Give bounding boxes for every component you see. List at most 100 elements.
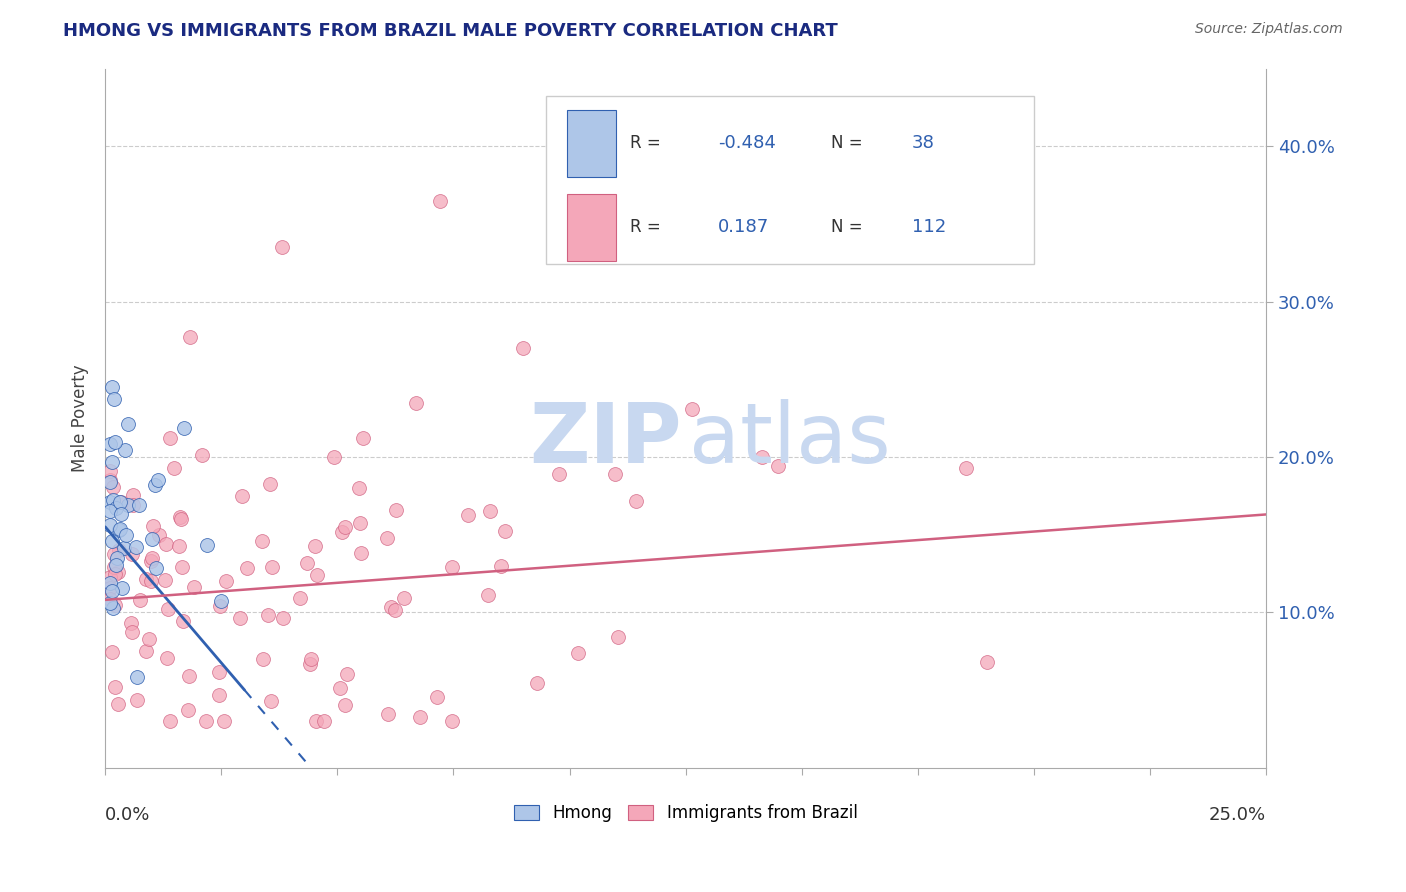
Text: 112: 112 xyxy=(912,219,946,236)
Point xyxy=(98,592,121,607)
Point xyxy=(167,539,190,553)
Point xyxy=(307,568,329,582)
Point xyxy=(177,669,200,683)
Point xyxy=(976,655,998,669)
Point xyxy=(375,531,398,545)
Point xyxy=(477,588,499,602)
Point xyxy=(156,602,179,616)
Text: N =: N = xyxy=(831,135,862,153)
Point xyxy=(441,714,464,728)
Point xyxy=(229,611,252,625)
Point xyxy=(104,435,127,450)
Point xyxy=(101,380,124,394)
Point xyxy=(139,554,162,568)
Point xyxy=(567,646,589,660)
Text: atlas: atlas xyxy=(689,399,891,480)
Point xyxy=(195,714,218,728)
Point xyxy=(117,498,139,512)
Point xyxy=(108,522,131,536)
Point xyxy=(104,680,127,694)
Point xyxy=(156,651,179,665)
Point xyxy=(231,489,253,503)
Point xyxy=(172,614,194,628)
Text: 38: 38 xyxy=(912,135,935,153)
Point xyxy=(101,645,124,659)
Point xyxy=(290,591,312,605)
Point xyxy=(512,341,534,355)
Point xyxy=(377,707,399,722)
Point xyxy=(155,537,177,551)
Y-axis label: Male Poverty: Male Poverty xyxy=(72,364,89,472)
Point xyxy=(125,541,148,555)
Point xyxy=(548,467,571,481)
Point xyxy=(252,652,274,666)
Point xyxy=(191,448,214,462)
Point xyxy=(122,498,145,512)
Point xyxy=(170,512,193,526)
Point xyxy=(105,558,128,572)
Point xyxy=(252,533,274,548)
Point xyxy=(145,561,167,575)
Point xyxy=(215,574,238,588)
Text: HMONG VS IMMIGRANTS FROM BRAZIL MALE POVERTY CORRELATION CHART: HMONG VS IMMIGRANTS FROM BRAZIL MALE POV… xyxy=(63,22,838,40)
Point xyxy=(392,591,415,605)
Point xyxy=(297,556,319,570)
Point xyxy=(380,599,402,614)
Point xyxy=(104,566,127,581)
Point xyxy=(101,454,124,468)
Point xyxy=(100,581,122,595)
Point xyxy=(159,431,181,445)
Point xyxy=(405,395,427,409)
Text: N =: N = xyxy=(831,219,862,236)
Point xyxy=(333,520,356,534)
Point xyxy=(259,477,281,491)
Point xyxy=(352,431,374,445)
Point xyxy=(426,690,449,705)
Point xyxy=(429,194,451,208)
Point xyxy=(304,540,326,554)
Point xyxy=(440,560,463,574)
Point xyxy=(236,561,259,575)
Point xyxy=(153,573,176,587)
Point xyxy=(121,616,143,631)
Point xyxy=(751,450,773,464)
Point xyxy=(195,538,218,552)
Point xyxy=(494,524,516,538)
Point xyxy=(110,494,132,508)
Point xyxy=(298,657,321,671)
Point xyxy=(208,665,231,680)
Point xyxy=(103,480,125,494)
Point xyxy=(111,582,134,596)
Text: 25.0%: 25.0% xyxy=(1209,806,1265,824)
Point xyxy=(212,714,235,728)
Point xyxy=(101,584,124,599)
Text: 0.187: 0.187 xyxy=(718,219,769,236)
Point xyxy=(128,499,150,513)
Point xyxy=(139,574,162,589)
Point xyxy=(603,467,626,481)
Point xyxy=(141,533,163,547)
Point xyxy=(103,560,125,574)
Point xyxy=(491,559,513,574)
Point xyxy=(100,464,122,478)
Point xyxy=(127,693,149,707)
Point xyxy=(103,392,125,407)
Point xyxy=(98,596,121,610)
Point xyxy=(107,565,129,579)
Point xyxy=(333,698,356,712)
Bar xyxy=(567,111,616,177)
Point xyxy=(270,240,292,254)
Point xyxy=(179,330,201,344)
Text: R =: R = xyxy=(630,135,661,153)
Point xyxy=(98,494,121,508)
Point xyxy=(626,493,648,508)
Point xyxy=(159,714,181,728)
Point xyxy=(146,473,169,487)
Point xyxy=(312,714,335,728)
Point xyxy=(121,547,143,561)
Point xyxy=(209,599,232,614)
Point xyxy=(121,624,143,639)
Point xyxy=(104,598,127,612)
Point xyxy=(121,488,143,502)
Point xyxy=(98,436,121,450)
